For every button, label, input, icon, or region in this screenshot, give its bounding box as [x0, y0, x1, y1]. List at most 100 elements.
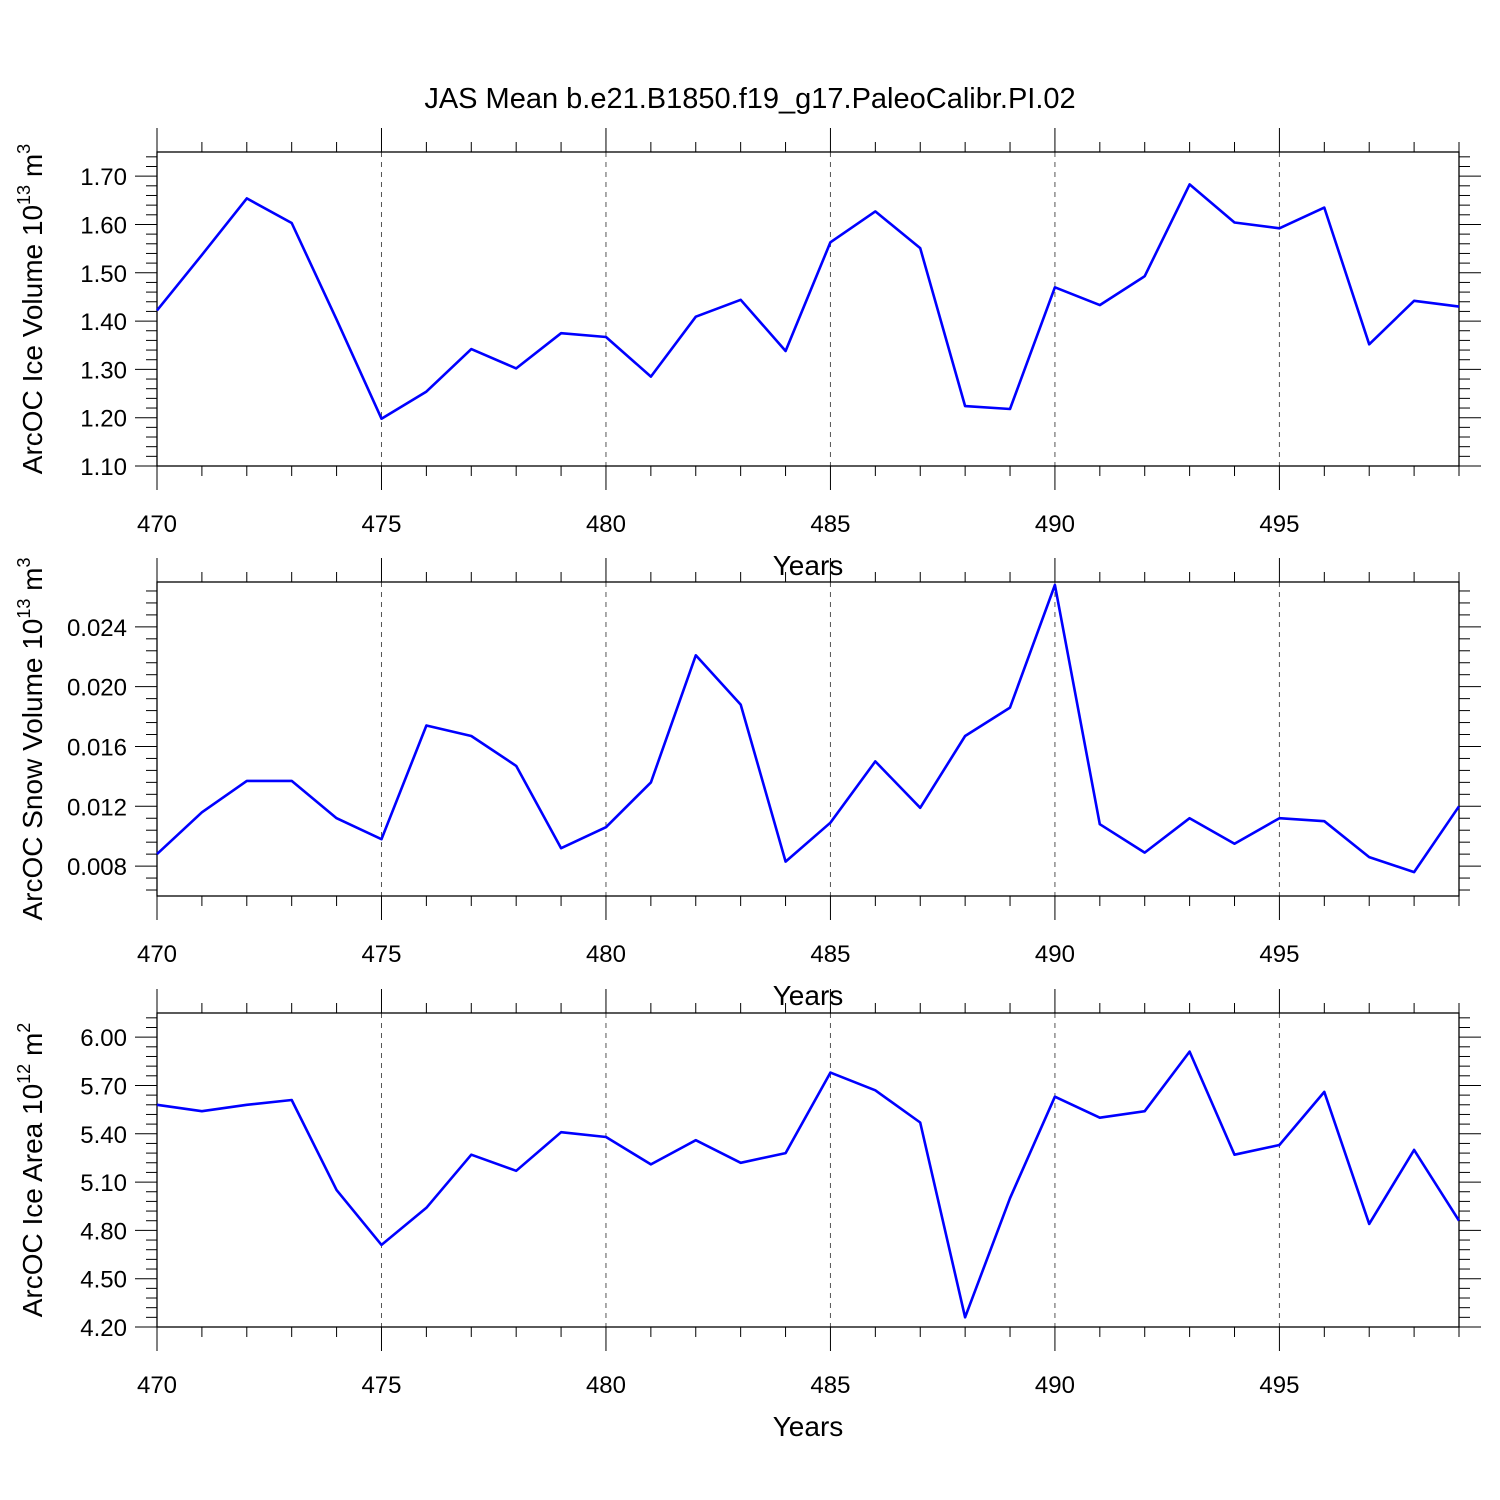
x-tick-label: 495	[1259, 511, 1299, 538]
y-axis-label-exponent: 12	[14, 1064, 34, 1084]
y-tick-label: 5.40	[80, 1122, 127, 1149]
plot-frame	[156, 581, 1460, 897]
data-point	[1098, 822, 1102, 826]
x-tick-label: 475	[361, 1372, 401, 1399]
data-point	[918, 246, 922, 250]
x-tick-label: 470	[137, 1372, 177, 1399]
y-axis-label-unit-exponent: 2	[14, 1023, 34, 1033]
data-point	[1322, 206, 1326, 210]
series-line-2	[156, 583, 1461, 874]
data-point	[739, 298, 743, 302]
data-point	[424, 724, 428, 728]
chart-panel-1: 470 475 480 485 490 495 1.10 1.20 1.30 1.40 1.50 1.…	[14, 128, 1481, 581]
data-point	[784, 1151, 788, 1155]
data-point	[469, 1153, 473, 1157]
data-point	[1277, 816, 1281, 820]
panels: 470 475 480 485 490 495 1.10 1.20 1.30 1.40 1.50 1.…	[14, 128, 1481, 1442]
y-tick-label: 4.80	[80, 1218, 127, 1245]
data-point	[379, 417, 383, 421]
series-line-3	[156, 1050, 1461, 1319]
data-point	[739, 1161, 743, 1165]
data-point	[873, 1088, 877, 1092]
data-point	[245, 779, 249, 783]
data-point	[1008, 1196, 1012, 1200]
data-point	[1098, 1116, 1102, 1120]
data-point	[1053, 1095, 1057, 1099]
data-point	[1233, 1153, 1237, 1157]
data-point	[873, 209, 877, 213]
data-point	[1053, 285, 1057, 289]
data-point	[379, 837, 383, 841]
y-tick-label: 1.40	[80, 309, 127, 336]
data-point	[559, 331, 563, 335]
data-point	[559, 846, 563, 850]
data-point	[155, 1103, 159, 1107]
data-point	[649, 780, 653, 784]
data-point	[1233, 842, 1237, 846]
data-point	[514, 764, 518, 768]
data-point	[245, 1103, 249, 1107]
y-axis-label-main: ArcOC Ice Area 10	[17, 1084, 48, 1317]
data-point	[1457, 1219, 1461, 1223]
data-point	[469, 734, 473, 738]
y-tick-label: 0.020	[67, 675, 127, 702]
data-point	[1367, 342, 1371, 346]
x-tick-label: 475	[361, 941, 401, 968]
data-point	[514, 1169, 518, 1173]
data-point	[918, 806, 922, 810]
data-point	[200, 1109, 204, 1113]
data-point	[828, 240, 832, 244]
data-point	[424, 1206, 428, 1210]
y-axis-label-unit-exponent: 3	[14, 557, 34, 567]
data-point	[1233, 221, 1237, 225]
y-tick-label: 0.012	[67, 794, 127, 821]
data-point	[1143, 274, 1147, 278]
data-point	[1188, 1050, 1192, 1054]
y-axis-label-unit: m	[17, 567, 48, 598]
data-point	[649, 1162, 653, 1166]
data-point	[514, 366, 518, 370]
data-point	[1277, 1143, 1281, 1147]
x-tick-label: 495	[1259, 941, 1299, 968]
x-tick-label: 490	[1035, 1372, 1075, 1399]
data-point	[963, 734, 967, 738]
x-tick-label: 485	[810, 1372, 850, 1399]
chart-panel-3: 470 475 480 485 490 495 4.20 4.50 4.80 5.10 5.40 5.…	[14, 989, 1481, 1442]
data-point	[1008, 706, 1012, 710]
x-tick-label: 490	[1035, 511, 1075, 538]
x-axis-label: Years	[773, 1411, 844, 1442]
y-tick-label: 1.10	[80, 454, 127, 481]
figure-title: JAS Mean b.e21.B1850.f19_g17.PaleoCalibr…	[424, 83, 1075, 115]
y-tick-label: 0.008	[67, 854, 127, 881]
data-point	[739, 703, 743, 707]
data-point	[963, 1315, 967, 1319]
data-point	[784, 349, 788, 353]
chart-panel-2: 470 475 480 485 490 495 0.008 0.012 0.016 0.020 0.…	[14, 557, 1481, 1011]
data-point	[1143, 851, 1147, 855]
data-point	[1457, 804, 1461, 808]
y-tick-label: 1.70	[80, 164, 127, 191]
data-point	[828, 821, 832, 825]
data-point	[335, 816, 339, 820]
data-point	[290, 1098, 294, 1102]
y-tick-label: 0.024	[67, 615, 127, 642]
data-point	[155, 852, 159, 856]
y-tick-label: 0.016	[67, 734, 127, 761]
x-tick-label: 470	[137, 941, 177, 968]
y-axis-label: ArcOC Ice Volume 1013 m3	[14, 144, 48, 474]
data-point	[559, 1130, 563, 1134]
y-axis-label-unit-exponent: 3	[14, 144, 34, 154]
x-tick-label: 475	[361, 511, 401, 538]
y-axis-label-main: ArcOC Ice Volume 10	[17, 205, 48, 474]
y-axis-label-exponent: 13	[14, 185, 34, 205]
y-axis-label: ArcOC Ice Area 1012 m2	[14, 1023, 48, 1318]
data-point	[1457, 305, 1461, 309]
data-point	[335, 1188, 339, 1192]
y-tick-label: 1.50	[80, 261, 127, 288]
data-point	[873, 759, 877, 763]
y-axis-label-unit: m	[17, 1033, 48, 1064]
y-axis-label: ArcOC Snow Volume 1013 m3	[14, 557, 48, 920]
data-point	[1008, 407, 1012, 411]
